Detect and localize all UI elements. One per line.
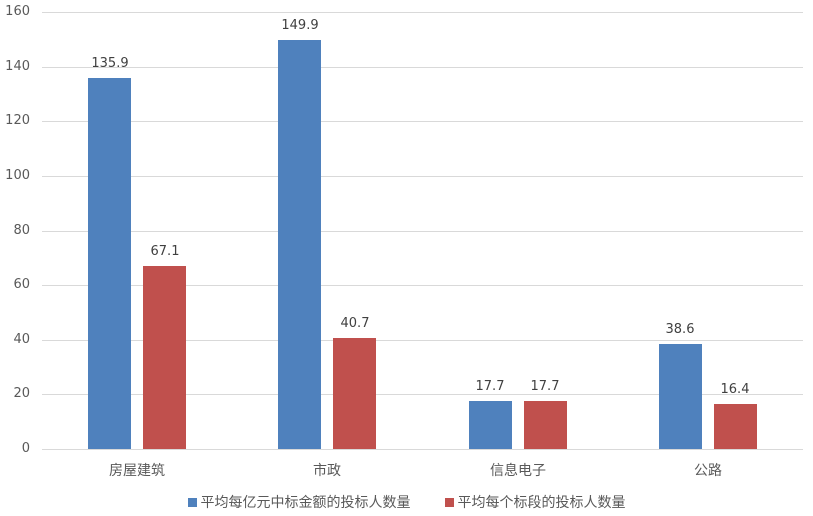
gridline	[42, 12, 803, 13]
gridline	[42, 231, 803, 232]
data-label: 67.1	[150, 244, 180, 259]
data-label: 149.9	[281, 18, 319, 33]
legend-item[interactable]: 平均每亿元中标金额的投标人数量	[187, 492, 411, 512]
y-axis-tick-label: 20	[13, 386, 30, 401]
gridline	[42, 394, 803, 395]
bar-blue	[469, 401, 512, 449]
x-axis-category-label: 房屋建筑	[109, 463, 165, 479]
data-label: 40.7	[340, 316, 370, 331]
bar-red	[524, 401, 567, 449]
data-label: 38.6	[665, 322, 695, 337]
gridline	[42, 340, 803, 341]
bar-blue	[88, 78, 131, 449]
legend-swatch-icon	[444, 497, 454, 507]
y-axis-tick-label: 140	[5, 59, 30, 74]
legend-label: 平均每亿元中标金额的投标人数量	[200, 495, 411, 511]
data-label: 135.9	[91, 56, 129, 71]
legend: 平均每亿元中标金额的投标人数量 平均每个标段的投标人数量	[0, 492, 813, 512]
bar-blue	[659, 344, 702, 449]
legend-swatch-icon	[187, 497, 197, 507]
gridline	[42, 67, 803, 68]
gridline	[42, 176, 803, 177]
x-axis-category-label: 公路	[694, 463, 722, 479]
y-axis-tick-label: 80	[13, 223, 30, 238]
legend-label: 平均每个标段的投标人数量	[457, 495, 626, 511]
data-label: 17.7	[475, 379, 505, 394]
bar-red	[714, 404, 757, 449]
y-axis-tick-label: 120	[5, 113, 30, 128]
y-axis-tick-label: 100	[5, 168, 30, 183]
legend-item[interactable]: 平均每个标段的投标人数量	[444, 492, 626, 512]
y-axis-tick-label: 40	[13, 332, 30, 347]
data-label: 17.7	[530, 379, 560, 394]
gridline	[42, 449, 803, 450]
gridline	[42, 285, 803, 286]
y-axis-tick-label: 60	[13, 277, 30, 292]
y-axis-tick-label: 160	[5, 4, 30, 19]
bar-blue	[278, 40, 321, 449]
data-label: 16.4	[720, 382, 750, 397]
x-axis-category-label: 信息电子	[490, 463, 546, 479]
x-axis-category-label: 市政	[313, 463, 341, 479]
bar-red	[333, 338, 376, 449]
bar-red	[143, 266, 186, 449]
y-axis-tick-label: 0	[21, 441, 30, 456]
gridline	[42, 121, 803, 122]
